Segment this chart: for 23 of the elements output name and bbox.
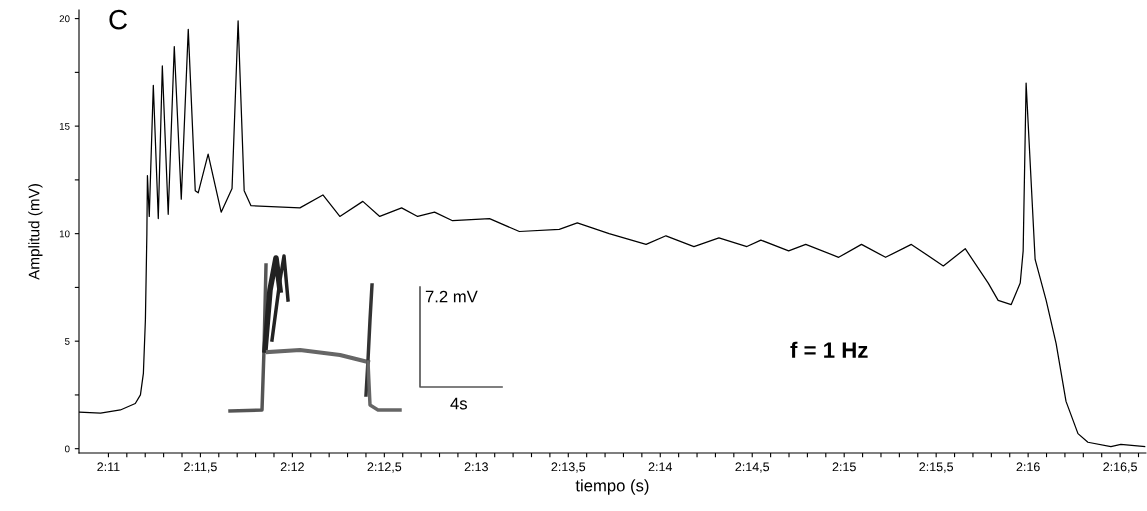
y-tick-label: 10: [59, 230, 70, 238]
y-axis-title: Amplitud (mV): [28, 184, 43, 280]
annotation: C: [109, 9, 127, 30]
y-tick-label: 15: [59, 122, 70, 130]
x-tick-label: 2:13: [464, 462, 488, 472]
y-tick-label: 20: [59, 15, 70, 23]
y-tick-label: 0: [64, 445, 70, 453]
x-tick-label: 2:14: [648, 462, 673, 472]
y-tick-label: 5: [64, 338, 70, 345]
annotation: 4s: [450, 397, 467, 410]
annotation: f = 1 Hz: [790, 341, 868, 358]
x-tick-label: 2:11,5: [184, 462, 217, 473]
x-tick-label: 2:16: [1016, 462, 1040, 472]
x-tick-label: 2:11: [97, 462, 120, 472]
x-axis-title: tiempo (s): [575, 479, 649, 495]
x-tick-label: 2:12: [280, 462, 304, 472]
x-tick-label: 2:15,5: [919, 462, 954, 473]
x-tick-label: 2:16,5: [1103, 462, 1137, 473]
x-tick-label: 2:12,5: [367, 462, 402, 473]
x-tick-label: 2:13,5: [551, 462, 586, 473]
annotation: 7.2 mV: [425, 290, 478, 303]
x-tick-label: 2:14,5: [735, 462, 770, 473]
x-tick-label: 2:15: [832, 462, 856, 472]
